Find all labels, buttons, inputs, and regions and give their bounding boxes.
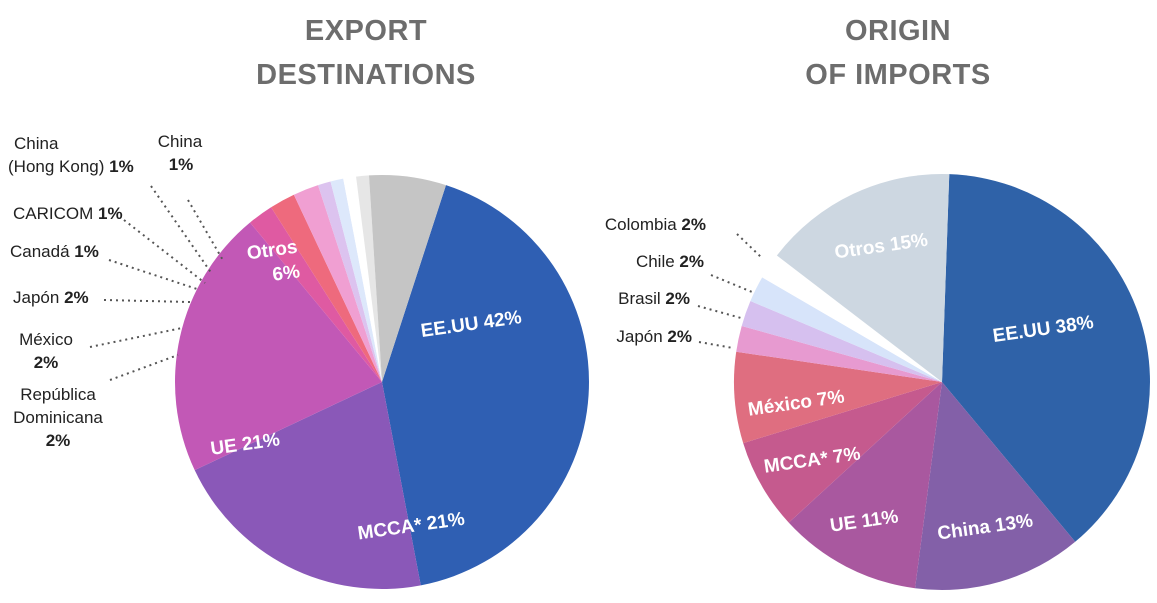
export-slice-caricom xyxy=(330,178,382,382)
import-title-line2: OF IMPORTS xyxy=(805,59,991,91)
label-rd-line1: República xyxy=(20,385,96,404)
import-chart-title: ORIGIN OF IMPORTS xyxy=(748,9,1048,97)
import-leader-lines xyxy=(697,233,763,349)
leader-canada xyxy=(108,259,201,291)
import-slice-ee-uu xyxy=(942,174,1150,542)
import-slice-otros xyxy=(776,174,950,382)
export-slice-mcca xyxy=(194,382,421,589)
export-slice-ue xyxy=(174,222,382,471)
export-slice-jap-n xyxy=(293,185,382,382)
export-slice-rep-blica-dominicana xyxy=(250,207,382,382)
export-slice-china-hong-kong xyxy=(343,176,382,382)
leader-china xyxy=(187,199,225,263)
leader-rd xyxy=(109,354,179,381)
label-canada: Canadá 1% xyxy=(10,242,99,261)
label-chile: Chile 2% xyxy=(636,252,704,271)
import-pie xyxy=(734,174,1150,590)
leader-caricom xyxy=(123,219,206,284)
export-slice-canad xyxy=(318,181,382,382)
label-china-hk-line2: (Hong Kong) 1% xyxy=(8,157,134,176)
label-rd-line2: Dominicana xyxy=(13,408,103,427)
leader-japon-imp xyxy=(698,341,734,349)
label-brasil: Brasil 2% xyxy=(618,289,690,308)
label-china-line1: China xyxy=(158,132,203,151)
label-china-line2: 1% xyxy=(169,155,194,174)
export-title-line1: EXPORT xyxy=(304,15,428,47)
leader-chile xyxy=(710,274,753,293)
export-chart-title: EXPORT DESTINATIONS xyxy=(216,9,516,97)
import-slice-ue xyxy=(788,382,942,589)
label-mexico-line1: México xyxy=(19,330,73,349)
label-china-hk-line1: China xyxy=(14,134,59,153)
label-rd-line3: 2% xyxy=(46,431,71,450)
leader-brasil xyxy=(697,305,742,319)
label-japon-imp: Japón 2% xyxy=(616,327,692,346)
leader-china-hk xyxy=(150,185,213,275)
label-caricom: CARICOM 1% xyxy=(13,204,123,223)
import-slice-jap-n xyxy=(736,325,942,382)
export-leader-lines xyxy=(89,185,225,381)
import-slice-m-xico xyxy=(734,351,942,444)
import-slice-china xyxy=(915,382,1076,590)
export-title-line2: DESTINATIONS xyxy=(256,59,476,91)
export-slice-ee-uu xyxy=(382,185,589,586)
label-japon: Japón 2% xyxy=(13,288,89,307)
export-slice-china xyxy=(356,175,382,382)
leader-mexico xyxy=(89,327,183,348)
import-slice-mcca xyxy=(743,382,942,523)
label-colombia: Colombia 2% xyxy=(605,215,706,234)
export-slice-otros xyxy=(369,175,446,382)
label-export-otros-line2: 6% xyxy=(271,261,301,286)
leader-colombia xyxy=(736,233,763,259)
import-slice-brasil xyxy=(741,301,942,382)
leader-japon xyxy=(103,299,191,303)
import-title-line1: ORIGIN xyxy=(844,15,952,47)
export-pie xyxy=(174,175,589,589)
label-mexico-line2: 2% xyxy=(34,353,59,372)
import-slice-colombia xyxy=(762,255,942,382)
export-slice-m-xico xyxy=(271,194,382,382)
import-slice-chile xyxy=(750,277,942,382)
